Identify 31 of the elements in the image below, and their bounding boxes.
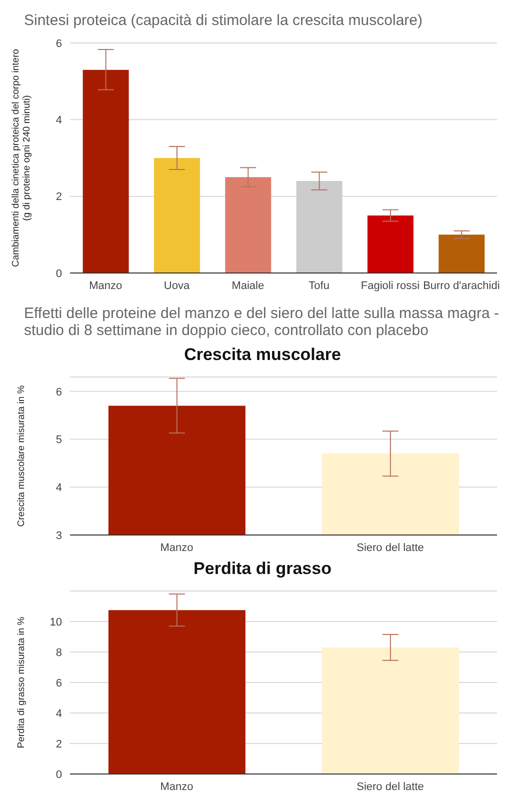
y-tick-label: 0 [56,768,62,781]
y-tick-label: 4 [56,482,62,494]
y-axis-title: Crescita muscolare misurata in % [16,384,27,527]
chart-title: Sintesi proteica (capacità di stimolare la crescita muscolare) [23,11,424,31]
y-tick-label: 5 [56,434,62,446]
y-tick-label: 6 [56,38,62,50]
y-axis-title: Cambiamenti della cinetica proteica del corpo intero (g di proteine ogni 240 minuti) [10,48,32,268]
y-tick-label: 4 [56,708,62,720]
x-tick-label: Manzo [160,542,194,554]
y-tick-label: 8 [56,646,62,659]
y-tick-label: 2 [56,191,62,204]
x-tick-label: Burro d'arachidi [423,280,500,292]
y-tick-label: 2 [56,738,62,750]
y-tick-label: 3 [56,530,62,542]
y-tick-label: 4 [56,114,62,127]
chart-subtitle: Crescita muscolare [183,345,342,365]
x-tick-label: Manzo [160,780,194,793]
y-tick-label: 0 [56,268,62,280]
y-axis-title: Perdita di grasso misurata in % [16,616,27,748]
y-tick-label: 6 [56,677,62,690]
chart-title: Effetti delle proteine del manzo e del siero del latte sulla massa magra - studio di 8 settimane in doppio cieco, controllato con placebo [23,304,500,341]
y-tick-label: 6 [56,386,62,398]
chart-title: Perdita di grasso [192,559,332,579]
y-tick-label: 10 [50,616,62,628]
x-tick-label: Tofu [308,280,330,292]
x-tick-label: Siero del latte [356,542,424,554]
x-tick-label: Siero del latte [356,780,424,793]
x-tick-label: Uova [164,280,190,292]
x-tick-label: Fagioli rossi [360,280,420,292]
x-tick-label: Manzo [89,280,122,292]
x-tick-label: Maiale [232,280,264,292]
